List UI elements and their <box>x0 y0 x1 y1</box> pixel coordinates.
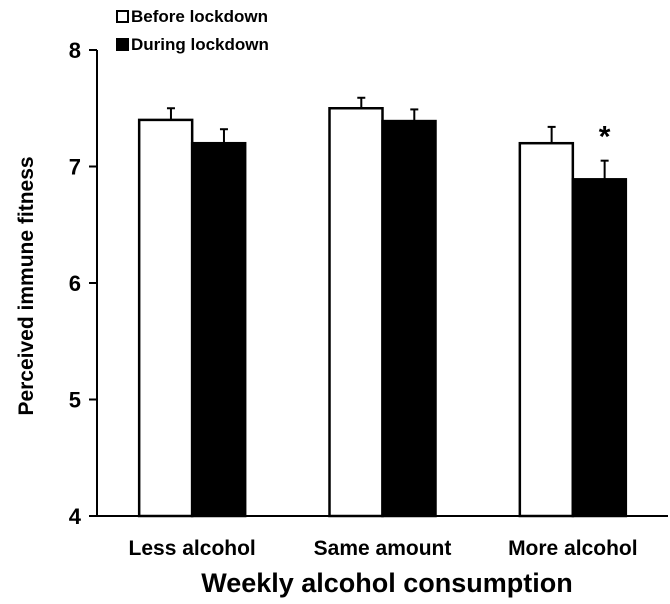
x-tick-label: Same amount <box>314 537 452 560</box>
bar-before-0 <box>137 118 194 518</box>
x-axis-title: Weekly alcohol consumption <box>201 568 573 598</box>
legend: Before lockdown During lockdown <box>116 7 269 54</box>
legend-swatch-during <box>116 38 129 51</box>
bar-during-2 <box>571 178 628 518</box>
bar-before-1 <box>328 107 384 518</box>
y-tick-label: 7 <box>69 155 81 180</box>
bar-during-1 <box>381 119 437 518</box>
y-tick-label: 4 <box>69 504 82 529</box>
legend-label-before: Before lockdown <box>131 7 268 26</box>
bars: * <box>137 96 628 518</box>
legend-swatch-before <box>116 10 129 23</box>
x-axis: Less alcohol Same amount More alcohol <box>97 515 668 560</box>
legend-label-during: During lockdown <box>131 35 269 54</box>
x-tick-label: More alcohol <box>508 537 638 560</box>
bar-during-0 <box>190 141 247 518</box>
bar-before-2 <box>518 141 575 518</box>
y-tick-label: 8 <box>69 38 81 63</box>
y-tick-label: 6 <box>69 271 81 296</box>
y-tick-label: 5 <box>69 388 81 413</box>
x-tick-label: Less alcohol <box>129 537 256 560</box>
y-axis-title: Perceived immune fitness <box>15 156 38 415</box>
y-axis: 4 5 6 7 8 <box>69 38 98 529</box>
significance-marker: * <box>599 121 611 154</box>
